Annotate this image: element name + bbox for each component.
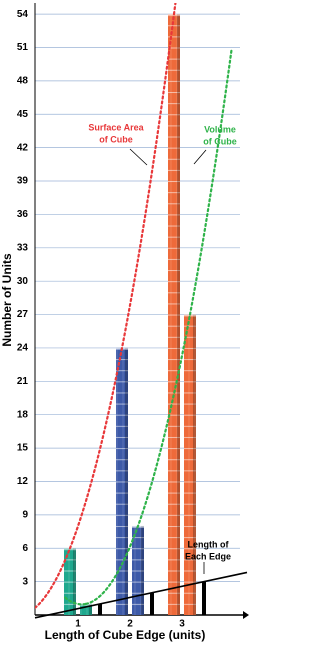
x-axis-title: Length of Cube Edge (units) bbox=[45, 628, 206, 642]
y-tick-label: 42 bbox=[17, 142, 29, 153]
x-tick-label: 2 bbox=[127, 619, 133, 630]
bar bbox=[150, 592, 154, 615]
y-tick-label: 48 bbox=[17, 76, 29, 87]
x-tick-label: 1 bbox=[75, 619, 81, 630]
y-axis-title: Number of Units bbox=[0, 253, 14, 347]
trend-extension bbox=[172, 3, 177, 16]
bar-group bbox=[98, 603, 102, 615]
y-tick-label: 51 bbox=[17, 42, 29, 53]
y-tick-label: 24 bbox=[17, 343, 29, 354]
bar-group bbox=[168, 14, 180, 616]
bar-texture bbox=[184, 314, 196, 615]
trend-layer bbox=[35, 3, 233, 610]
bar bbox=[202, 581, 206, 615]
y-tick-label: 39 bbox=[17, 176, 29, 187]
y-tick-label: 54 bbox=[17, 9, 29, 20]
bar-side bbox=[177, 14, 180, 616]
bar-texture bbox=[132, 525, 144, 615]
trend-extension bbox=[35, 547, 72, 610]
label-pointer bbox=[129, 148, 148, 166]
bar-side bbox=[73, 548, 76, 615]
y-tick-label: 6 bbox=[22, 543, 28, 554]
trend-extension bbox=[188, 48, 233, 316]
bar-group bbox=[184, 314, 196, 615]
series-label: Volume bbox=[204, 124, 236, 134]
bar-group bbox=[64, 548, 76, 615]
bar-group bbox=[132, 525, 144, 615]
bar-texture bbox=[168, 14, 180, 616]
bar-side bbox=[141, 525, 144, 615]
series-label: Each Edge bbox=[185, 551, 231, 561]
y-tick-label: 33 bbox=[17, 242, 29, 253]
bar-side bbox=[89, 603, 92, 615]
bar-side bbox=[125, 347, 128, 615]
y-tick-label: 12 bbox=[17, 476, 29, 487]
series-label: Length of bbox=[188, 539, 230, 549]
y-tick-label: 3 bbox=[22, 576, 28, 587]
x-tick-label: 3 bbox=[179, 619, 185, 630]
series-label: of Cube bbox=[99, 134, 133, 144]
bar-group bbox=[202, 581, 206, 615]
trend-curve bbox=[68, 13, 176, 550]
series-label: of Cube bbox=[203, 136, 237, 146]
y-tick-label: 45 bbox=[17, 109, 29, 120]
y-tick-label: 21 bbox=[17, 376, 29, 387]
bar bbox=[98, 603, 102, 615]
edge-line bbox=[34, 571, 248, 619]
y-tick-label: 36 bbox=[17, 209, 29, 220]
chart: Length of Cube Edge (units) Number of Un… bbox=[0, 3, 249, 642]
y-tick-label: 27 bbox=[17, 309, 29, 320]
y-tick-label: 9 bbox=[22, 509, 28, 520]
bar-side bbox=[193, 314, 196, 615]
bar-group bbox=[116, 347, 128, 615]
y-tick-label: 18 bbox=[17, 409, 29, 420]
y-tick-label: 15 bbox=[17, 443, 29, 454]
label-pointer bbox=[193, 149, 207, 165]
trend-curve bbox=[84, 313, 192, 605]
y-tick-label: 30 bbox=[17, 276, 29, 287]
bar-group bbox=[150, 592, 154, 615]
series-label: Surface Area bbox=[88, 122, 144, 132]
x-axis-arrow bbox=[243, 611, 249, 619]
trend-extension bbox=[64, 596, 88, 606]
bar-texture bbox=[116, 347, 128, 615]
bar-texture bbox=[80, 603, 92, 615]
